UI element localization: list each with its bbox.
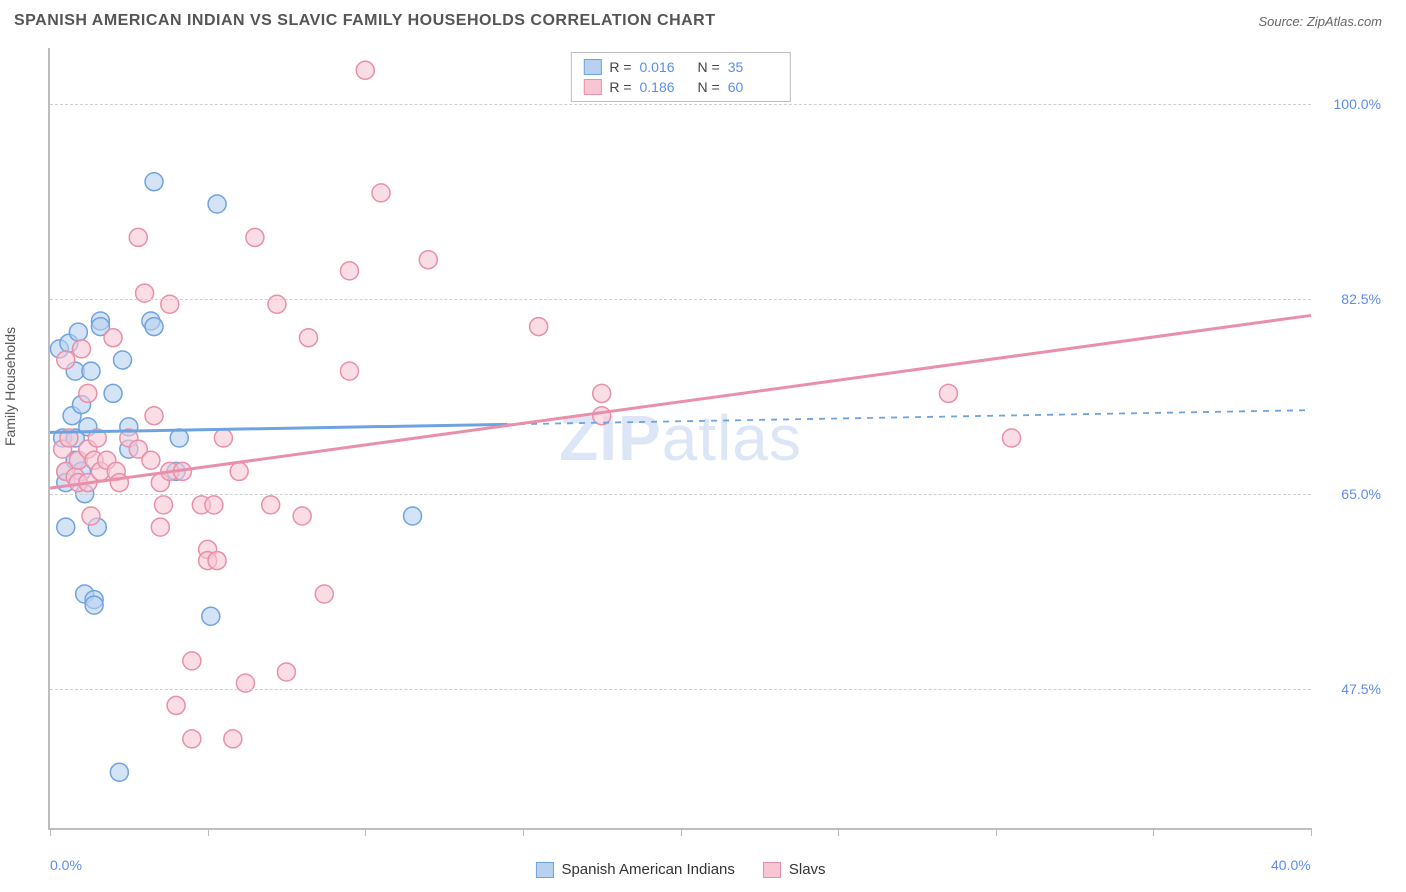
y-tick-label: 100.0% <box>1334 96 1381 112</box>
x-tick-label: 40.0% <box>1271 857 1311 873</box>
chart-area: ZIPatlas R =0.016 N =35 R =0.186 N =60 S… <box>48 48 1311 830</box>
series-legend: Spanish American Indians Slavs <box>535 861 825 878</box>
y-tick-label: 65.0% <box>1341 486 1381 502</box>
x-tick-label: 0.0% <box>50 857 82 873</box>
scatter-plot-svg <box>50 48 1311 828</box>
legend-row: R =0.186 N =60 <box>583 77 777 97</box>
legend-swatch-blue <box>535 862 553 878</box>
chart-title: SPANISH AMERICAN INDIAN VS SLAVIC FAMILY… <box>14 12 716 30</box>
y-axis-label: Family Households <box>2 327 18 446</box>
legend-item: Spanish American Indians <box>535 861 734 878</box>
legend-item: Slavs <box>763 861 826 878</box>
source-label: Source: ZipAtlas.com <box>1258 14 1382 29</box>
legend-swatch-pink <box>763 862 781 878</box>
legend-swatch-pink <box>583 79 601 95</box>
legend-swatch-blue <box>583 59 601 75</box>
legend-row: R =0.016 N =35 <box>583 57 777 77</box>
y-tick-label: 47.5% <box>1341 681 1381 697</box>
correlation-legend: R =0.016 N =35 R =0.186 N =60 <box>570 52 790 102</box>
y-tick-label: 82.5% <box>1341 291 1381 307</box>
